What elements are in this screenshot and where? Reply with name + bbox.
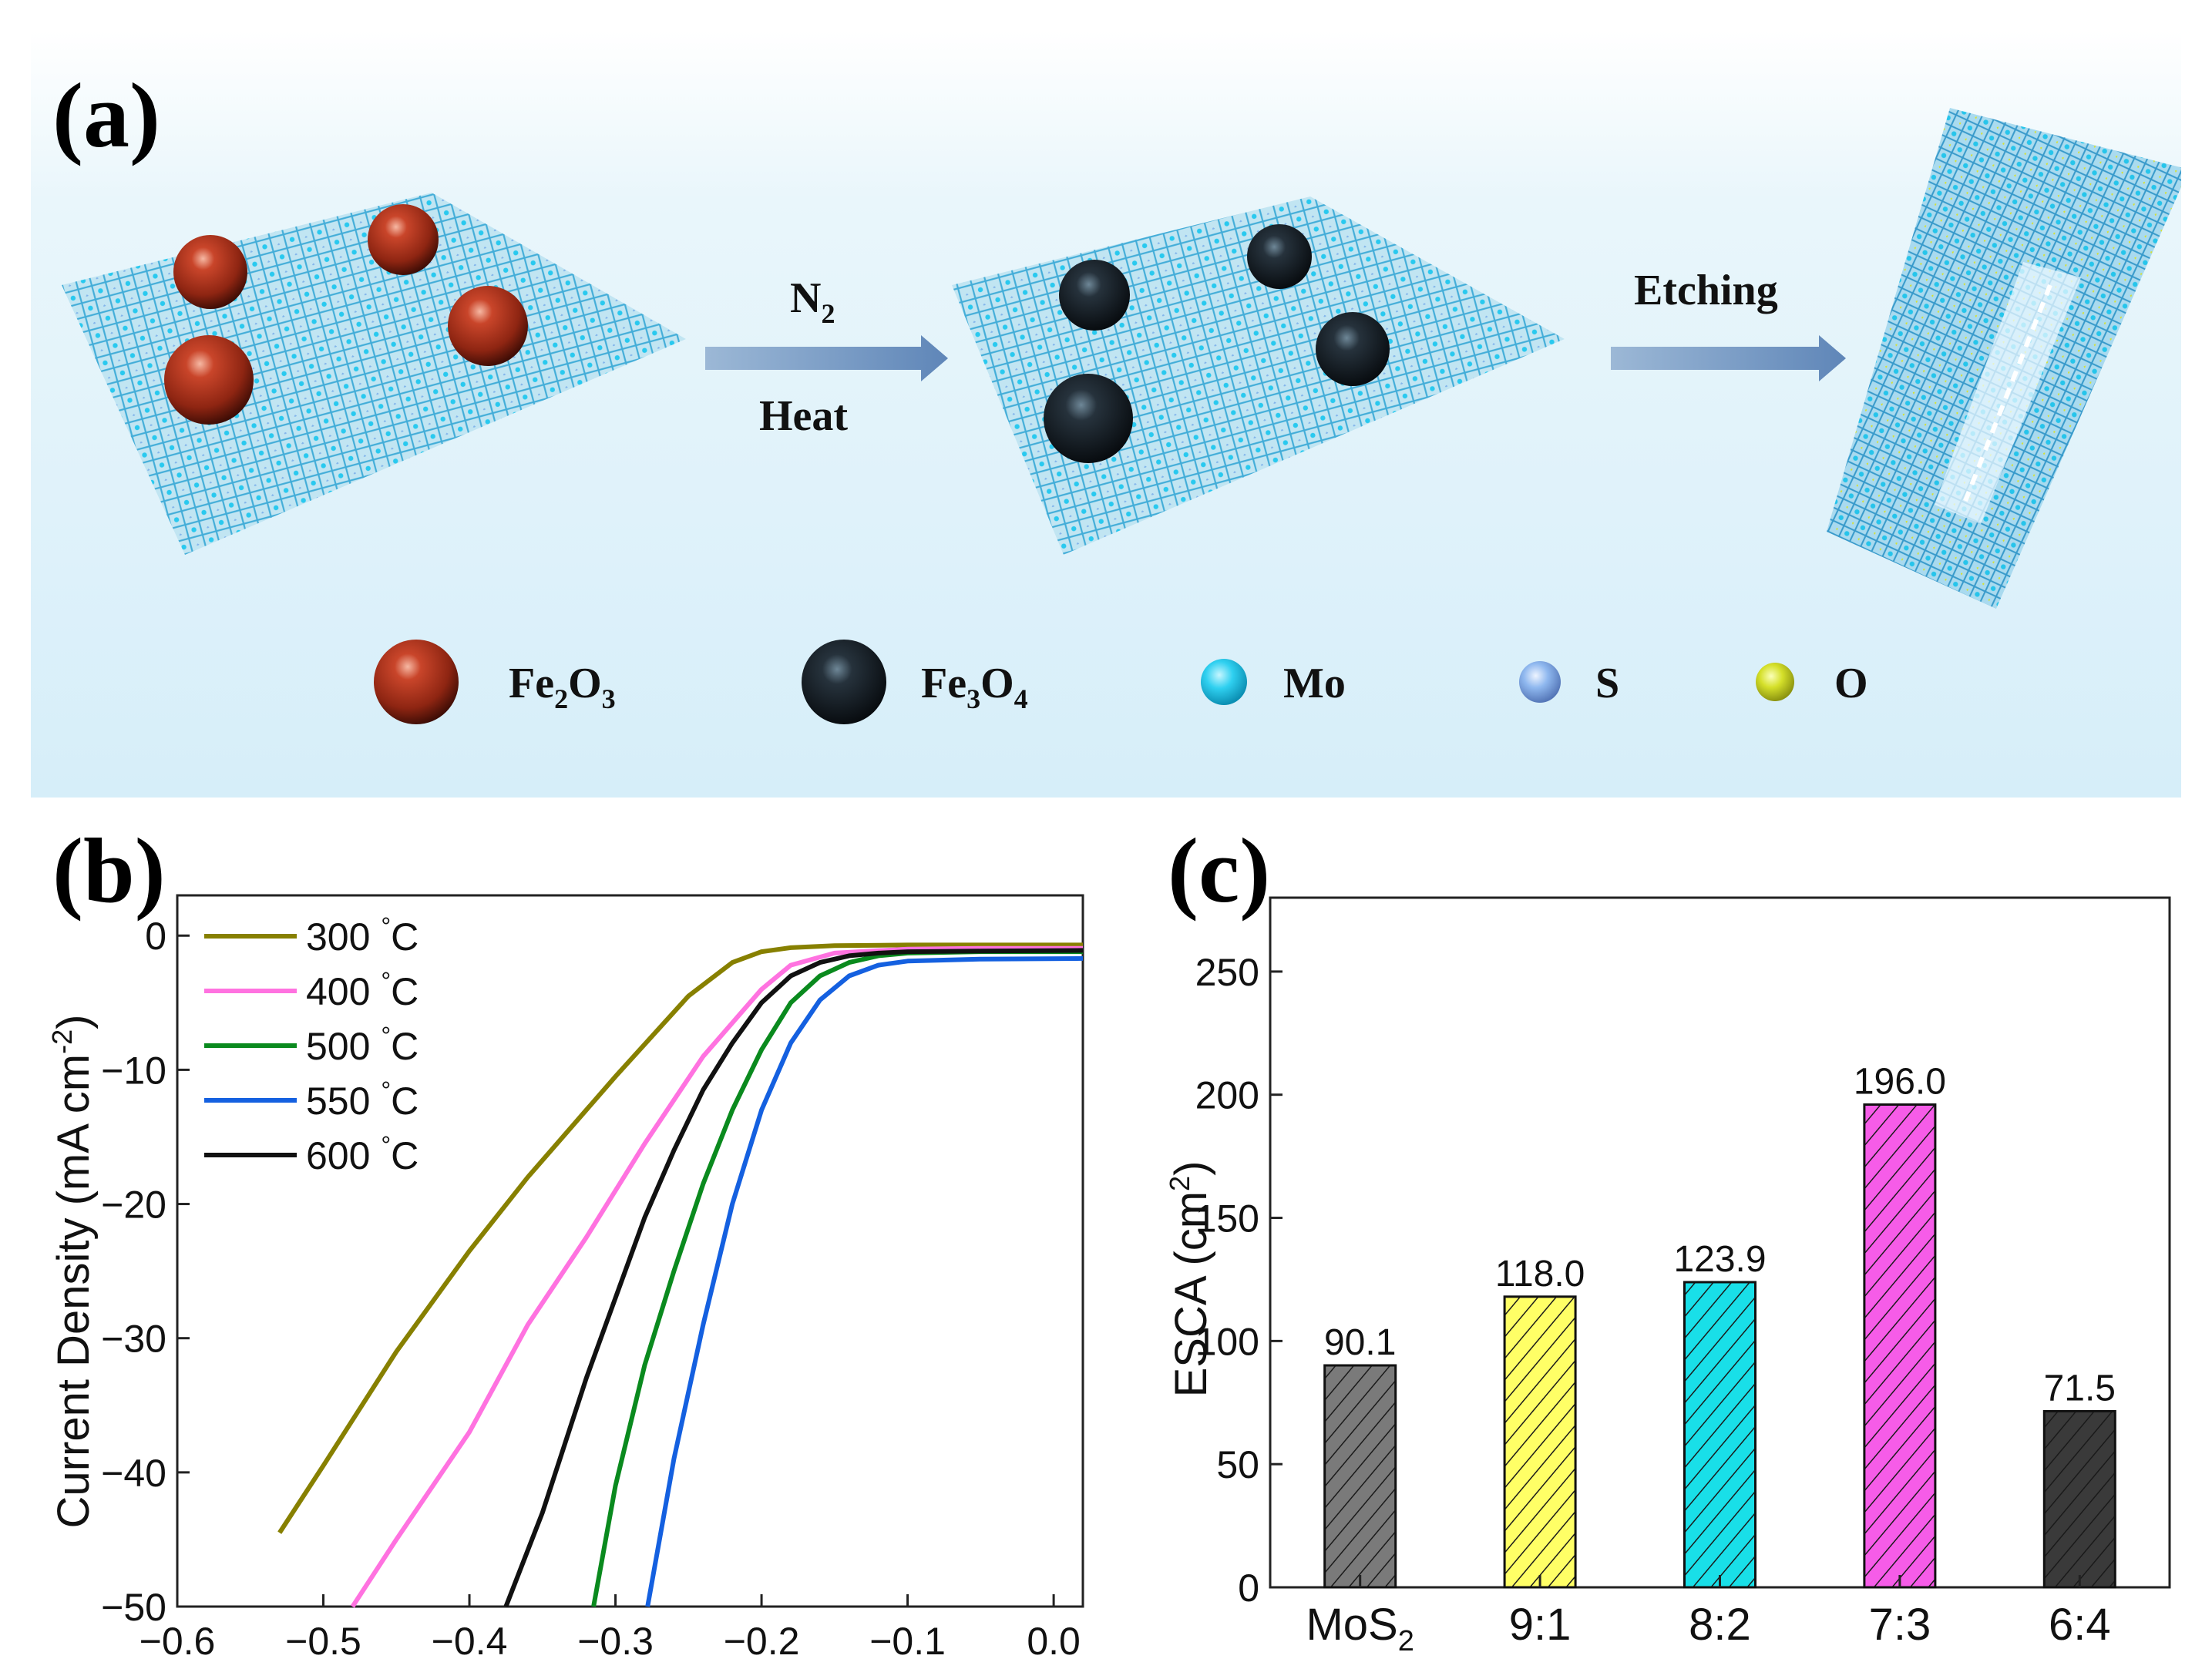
panel-c-label: (c) [1168,819,1270,922]
mo-atom-icon [1201,659,1247,705]
esca-y-tick-label: 250 [1195,951,1259,994]
s-atom-icon [1519,661,1561,703]
schematic-illustration: (a) N2 Heat Etching Fe2O3 Fe3O4 [52,64,2189,724]
esca-y-tick-label: 0 [1238,1567,1259,1610]
lsv-y-tick-label: −50 [101,1586,166,1629]
lsv-x-tick-label: 0.0 [1027,1620,1081,1663]
esca-x-tick-label: 6:4 [2049,1600,2111,1650]
lsv-y-tick-label: −30 [101,1318,166,1361]
esca-bar-value-label: 118.0 [1495,1254,1585,1295]
esca-y-tick-label: 50 [1216,1443,1259,1486]
esca-bar-value-label: 71.5 [2044,1368,2116,1409]
esca-bar-value-label: 196.0 [1854,1062,1946,1103]
etching-arrow-icon [1611,335,1846,381]
lsv-y-tick-label: 0 [145,915,166,958]
fe2o3-particle [448,286,528,366]
schematic-legend: Fe2O3 Fe3O4 Mo S O [374,640,1868,724]
heat-label: Heat [759,392,848,440]
lsv-legend-entry: 550 °C [306,1076,419,1123]
n2-label: N2 [790,274,835,329]
lsv-legend-entry: 600 °C [306,1131,419,1177]
esca-y-axis-label: ESCA (cm2) [1164,1161,1216,1398]
fe3o4-particle [1044,374,1133,463]
o-atom-icon [1756,663,1794,701]
schematic-panel: (a) N2 Heat Etching Fe2O3 Fe3O4 [31,31,2189,798]
legend-o: O [1834,660,1868,707]
lsv-plot-frame [176,894,1084,1608]
lsv-line-chart: −0.6 −0.5 −0.4 −0.3 −0.2 −0.1 0.0 0 −10 −20 −30 −40… [101,894,1084,1663]
lsv-x-tick-label: −0.6 [140,1620,216,1663]
lsv-legend-entry: 300 °C [306,912,419,959]
esca-y-tick-label: 200 [1195,1074,1259,1117]
lsv-series-line [645,955,1084,1607]
panel-a-label: (a) [52,64,160,166]
esca-bar-value-label: 123.9 [1673,1239,1766,1280]
lsv-legend-entry: 400 °C [306,967,419,1013]
esca-bar [2042,1409,2116,1589]
esca-y-tick-label: 100 [1195,1320,1259,1363]
fe2o3-particle [173,235,247,309]
lsv-legend-entry: 500 °C [306,1022,419,1068]
fe3o4-sphere-icon [802,640,886,724]
fe2o3-particle [164,335,254,425]
fe3o4-particle [1059,260,1130,331]
etching-label: Etching [1634,267,1778,314]
lsv-x-tick-label: −0.5 [285,1620,361,1663]
lsv-y-tick-label: −20 [101,1184,166,1227]
lsv-y-tick-label: −40 [101,1452,166,1495]
esca-bar [1863,1103,1937,1589]
esca-bar [1503,1295,1577,1589]
heat-arrow-icon [705,335,948,381]
fe2o3-sphere-icon [374,640,459,724]
lsv-x-tick-label: −0.4 [432,1620,508,1663]
lsv-y-axis-label: Current Density (mA cm-2) [46,1015,99,1529]
esca-x-tick-label: 8:2 [1689,1600,1751,1650]
lsv-series-line [591,949,1083,1607]
panel-b-label: (b) [52,819,166,922]
lsv-x-tick-label: −0.1 [869,1620,946,1663]
legend-mo: Mo [1283,660,1346,707]
lsv-series-line [350,945,1083,1608]
lsv-x-tick-label: −0.3 [577,1620,654,1663]
fe3o4-particle [1247,224,1312,289]
esca-x-tick-label: 7:3 [1869,1600,1931,1650]
esca-bar-chart: 0 50 100 150 200 250 90.1 MoS2 118.0 9:1 123.9 8:2 1… [1195,896,2171,1657]
fe2o3-particle [368,204,439,275]
esca-bar [1683,1281,1756,1589]
legend-s: S [1595,660,1619,707]
legend-fe3o4: Fe3O4 [921,660,1028,714]
esca-y-tick-label: 150 [1195,1197,1259,1241]
esca-x-tick-label: MoS2 [1306,1600,1414,1657]
lsv-series-line [503,948,1084,1608]
lsv-x-tick-label: −0.2 [724,1620,800,1663]
fe3o4-particle [1316,312,1390,386]
esca-x-tick-label: 9:1 [1509,1600,1572,1650]
tube-axis-line [1963,284,2052,502]
esca-plot-frame [1269,896,2171,1589]
legend-fe2o3: Fe2O3 [509,660,616,714]
esca-bar [1323,1364,1397,1589]
lsv-series-line [277,942,1083,1534]
esca-bar-value-label: 90.1 [1324,1322,1396,1363]
lsv-y-tick-label: −10 [101,1049,166,1092]
